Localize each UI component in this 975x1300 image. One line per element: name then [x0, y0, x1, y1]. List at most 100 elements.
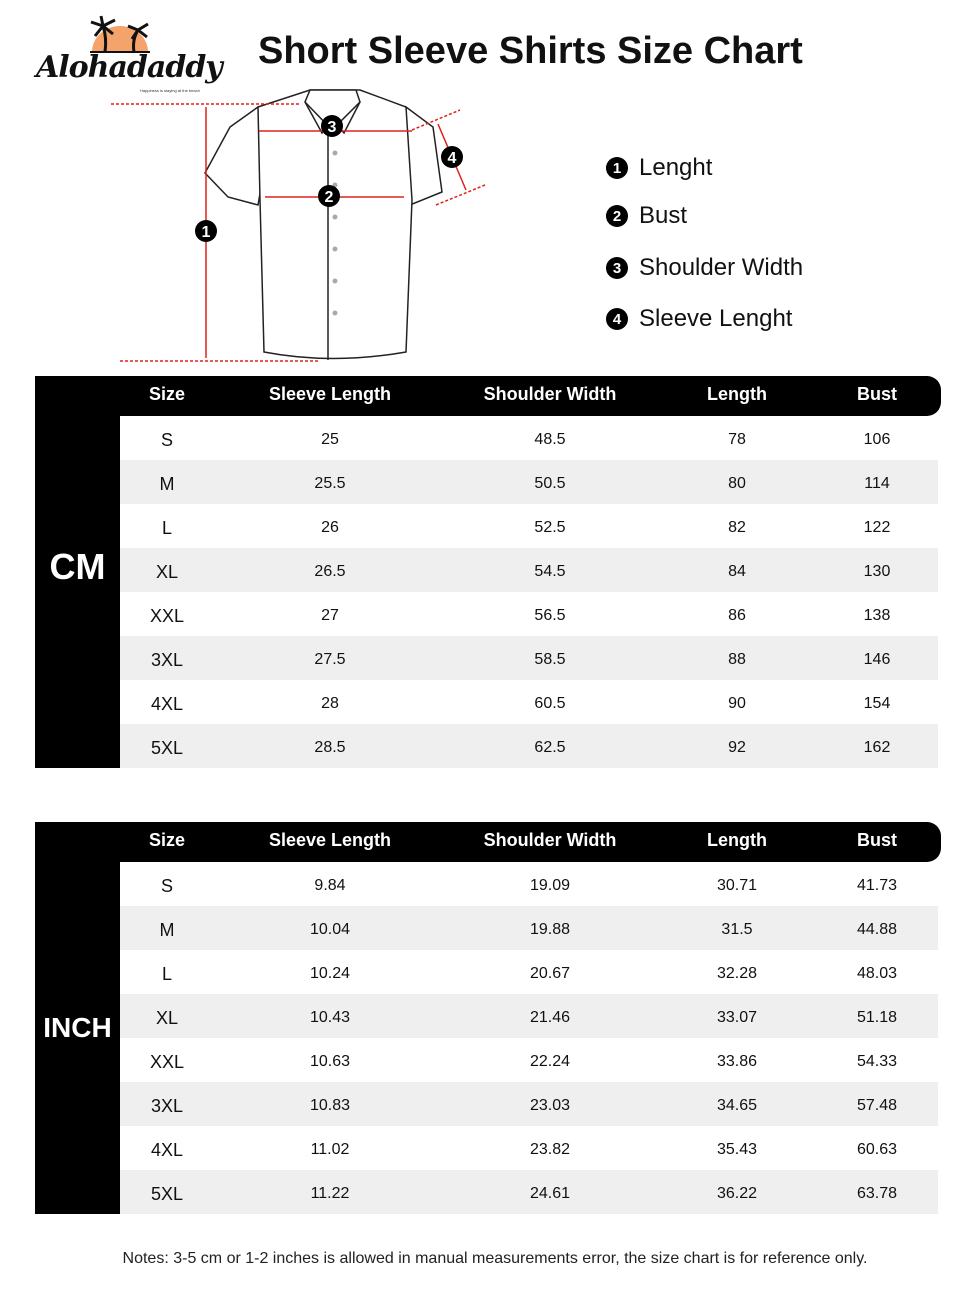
table-row: M 10.04 19.88 31.5 44.88: [120, 906, 938, 950]
table-cell: 106: [863, 431, 891, 448]
table-cell: 62.5: [534, 739, 566, 756]
size-cell: M: [159, 920, 175, 940]
table-cell: 23.03: [529, 1097, 571, 1114]
column-header: Sleeve Length: [268, 830, 392, 850]
table-cell: 26: [321, 519, 339, 536]
column-header: Shoulder Width: [483, 830, 617, 850]
table-cell: 9.84: [314, 877, 346, 894]
cm-size-table: CM Size Sleeve Length Shoulder Width Length B…: [35, 376, 941, 768]
table-row: 4XL 11.02 23.82 35.43 60.63: [120, 1126, 938, 1170]
table-cell: 21.46: [529, 1009, 571, 1026]
table-cell: 23.82: [529, 1141, 571, 1158]
table-cell: 10.43: [309, 1009, 351, 1026]
unit-column: [35, 376, 120, 768]
table-cell: 35.43: [716, 1141, 758, 1158]
size-cell: XL: [155, 1008, 179, 1028]
column-header: Size: [148, 384, 186, 404]
table-cell: 10.24: [309, 965, 351, 982]
brand-tagline: Happiness is staying at the beach: [140, 88, 200, 93]
unit-label: CM: [49, 546, 106, 587]
number-badge: 4: [606, 308, 628, 330]
column-header: Length: [707, 830, 767, 850]
number-badge: 1: [606, 157, 628, 179]
table-cell: 22.24: [529, 1053, 571, 1070]
marker-2: 2: [325, 189, 334, 206]
table-cell: 58.5: [534, 651, 566, 668]
table-cell: 19.88: [529, 921, 571, 938]
table-cell: 92: [728, 739, 746, 756]
unit-column: [35, 822, 120, 1214]
table-cell: 10.63: [309, 1053, 351, 1070]
table-cell: 130: [863, 563, 891, 580]
column-header: Length: [707, 384, 767, 404]
marker-3: 3: [328, 119, 337, 136]
table-cell: 27: [321, 607, 339, 624]
legend-label: Lenght: [639, 154, 713, 181]
table-cell: 88: [728, 651, 746, 668]
size-cell: S: [160, 430, 174, 450]
number-badge: 3: [606, 257, 628, 279]
column-header: Sleeve Length: [268, 384, 392, 404]
table-cell: 32.28: [716, 965, 758, 982]
size-cell: 4XL: [150, 1140, 184, 1160]
table-cell: 25.5: [314, 475, 346, 492]
table-row: S 9.84 19.09 30.71 41.73: [120, 862, 938, 906]
legend-item-sleeve: 4 Sleeve Lenght: [606, 305, 792, 333]
size-cell: M: [159, 474, 175, 494]
table-cell: 11.02: [310, 1141, 350, 1158]
number-badge: 2: [606, 205, 628, 227]
table-cell: 28: [321, 695, 339, 712]
table-row: 3XL 27.5 58.5 88 146: [120, 636, 938, 680]
table-row: XL 10.43 21.46 33.07 51.18: [120, 994, 938, 1038]
table-cell: 60.5: [534, 695, 566, 712]
table-cell: 30.71: [716, 877, 758, 894]
notes: Notes: 3-5 cm or 1-2 inches is allowed i…: [122, 1250, 868, 1267]
table-cell: 31.5: [721, 921, 753, 938]
table-cell: 24.61: [529, 1185, 571, 1202]
table-row: 3XL 10.83 23.03 34.65 57.48: [120, 1082, 938, 1126]
size-cell: 5XL: [150, 1184, 184, 1204]
size-cell: XXL: [149, 1052, 185, 1072]
table-cell: 26.5: [314, 563, 346, 580]
table-cell: 63.78: [856, 1185, 898, 1202]
table-row: L 26 52.5 82 122: [120, 504, 938, 548]
legend-label: Shoulder Width: [639, 254, 804, 281]
table-cell: 25: [321, 431, 339, 448]
size-cell: L: [161, 964, 173, 984]
table-row: M 25.5 50.5 80 114: [120, 460, 938, 504]
table-cell: 33.86: [716, 1053, 758, 1070]
table-cell: 36.22: [716, 1185, 758, 1202]
table-cell: 162: [863, 739, 891, 756]
size-cell: XL: [155, 562, 179, 582]
shirt-diagram: 1 2 3 4: [111, 89, 486, 362]
table-cell: 146: [863, 651, 891, 668]
table-header: Size Sleeve Length Shoulder Width Length Bus…: [35, 376, 941, 416]
table-row: S 25 48.5 78 106: [120, 416, 938, 460]
table-header: Size Sleeve Length Shoulder Width Length Bus…: [35, 822, 941, 862]
column-header: Bust: [857, 830, 897, 850]
table-cell: 54.33: [856, 1053, 898, 1070]
marker-4: 4: [448, 150, 457, 167]
inch-size-table: INCH Size Sleeve Length Shoulder Width Lengt…: [35, 822, 941, 1214]
legend-label: Sleeve Lenght: [639, 305, 793, 332]
table-cell: 10.83: [309, 1097, 351, 1114]
table-cell: 84: [728, 563, 746, 580]
table-cell: 122: [863, 519, 891, 536]
brand-logo: Alohadaddy Happiness is staying at the b…: [30, 12, 223, 97]
table-cell: 44.88: [856, 921, 898, 938]
table-cell: 41.73: [856, 877, 898, 894]
table-cell: 154: [863, 695, 891, 712]
size-cell: XXL: [149, 606, 185, 626]
size-cell: 4XL: [150, 694, 184, 714]
column-header: Shoulder Width: [483, 384, 617, 404]
brand-name: Alohadaddy: [36, 50, 223, 85]
table-cell: 11.22: [310, 1185, 350, 1202]
page-title: Short Sleeve Shirts Size Chart: [258, 30, 803, 72]
legend-item-shoulder: 3 Shoulder Width: [606, 254, 803, 282]
table-cell: 82: [728, 519, 746, 536]
legend-item-bust: 2 Bust: [606, 202, 687, 230]
table-row: 5XL 28.5 62.5 92 162: [120, 724, 938, 768]
table-cell: 78: [728, 431, 746, 448]
table-cell: 114: [864, 475, 890, 492]
